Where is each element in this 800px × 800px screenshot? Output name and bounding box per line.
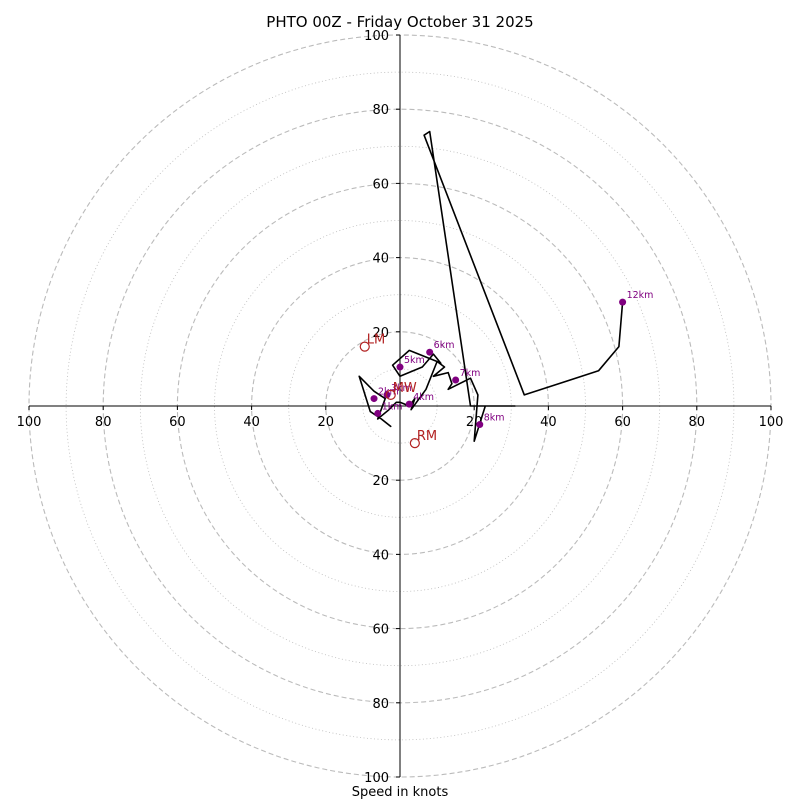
chart-title: PHTO 00Z - Friday October 31 2025 [266,13,533,31]
height-marker-label: 5km [404,355,425,366]
storm-motion-marker [409,438,420,449]
y-tick-label: 100 [364,29,389,44]
x-tick-label: 100 [759,415,784,430]
height-marker-dot [426,348,434,356]
hodograph-trace [358,130,624,443]
height-marker-dot [370,395,378,403]
axes [29,35,771,777]
height-marker-label: 4km [413,392,434,403]
y-tick-label: 80 [372,103,389,118]
storm-motion-label: MW [393,381,417,396]
hodograph-line-hodograph [358,130,624,443]
x-tick-label: 40 [540,415,557,430]
y-tick-label: 40 [372,548,389,563]
storm-motion-label: RM [417,429,437,444]
y-tick-label: 80 [372,697,389,712]
height-marker-dot [476,421,484,429]
storm-motion-label: LM [367,333,385,348]
height-marker-dot [405,400,413,408]
storm-motion-marker [385,389,396,400]
x-tick-label: 100 [17,415,42,430]
height-marker-dot [396,363,404,371]
height-marker-label: 8km [484,413,505,424]
height-marker-dot [452,376,460,384]
y-tick-label: 60 [372,623,389,638]
height-marker-label: 6km [434,340,455,351]
height-marker-dot [383,391,391,399]
x-tick-label: 80 [689,415,706,430]
y-tick-label: 20 [372,326,389,341]
x-tick-label: 80 [95,415,112,430]
storm-motion-marker [359,341,370,352]
tick-labels: 100 80 60 40 20 20 40 60 80 100100806040202040608… [17,29,784,786]
height-marker-label: 3km [391,383,412,394]
height-marker-label: 1km [382,401,403,412]
height-marker-dot [374,409,382,417]
x-tick-label: 60 [169,415,186,430]
y-tick-label: 100 [364,771,389,786]
height-marker-dot [619,298,627,306]
height-markers: 1km2km3km4km5km6km7km8km12km [370,290,654,429]
storm-motion-markers: LM MW RM [359,333,437,449]
x-tick-label: 20 [318,415,335,430]
height-marker-label: 7km [460,368,481,379]
height-marker-label: 12km [627,290,654,301]
y-tick-label: 40 [372,252,389,267]
y-tick-label: 20 [372,474,389,489]
x-tick-label: 40 [243,415,260,430]
y-tick-label: 60 [372,177,389,192]
x-tick-label: 60 [614,415,631,430]
x-axis-label: Speed in knots [352,785,449,800]
